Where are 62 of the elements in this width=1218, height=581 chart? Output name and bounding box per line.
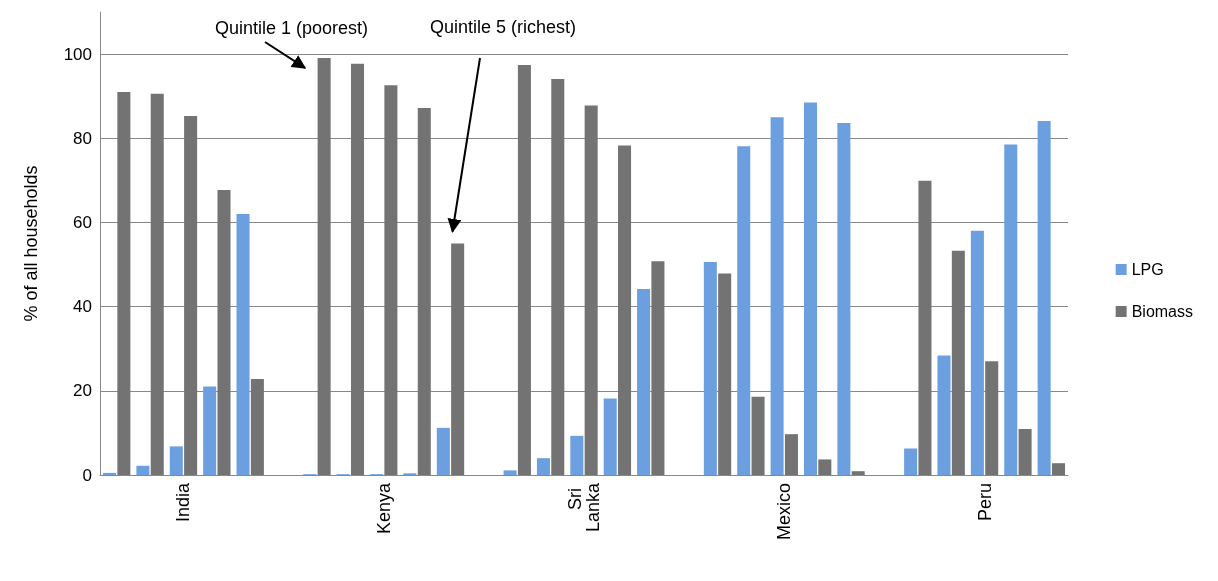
bar <box>150 93 164 475</box>
bar <box>651 261 665 475</box>
legend-label: Biomass <box>1131 303 1194 320</box>
bar <box>417 107 431 475</box>
bar <box>436 427 450 475</box>
bar <box>803 102 817 475</box>
bar <box>603 398 617 475</box>
y-tick-label: 20 <box>73 381 92 401</box>
bar <box>503 470 517 475</box>
x-tick-label: Mexico <box>774 483 795 541</box>
bar <box>1051 463 1065 475</box>
bar <box>751 396 765 475</box>
bar <box>618 145 632 475</box>
bar <box>818 459 832 475</box>
bar <box>317 57 331 475</box>
bar <box>117 91 131 475</box>
bar <box>384 85 398 475</box>
x-tick-label: India <box>173 482 194 523</box>
y-tick-label: 80 <box>73 128 92 148</box>
bar <box>536 458 550 475</box>
bar <box>718 273 732 475</box>
bar <box>103 472 117 475</box>
bar <box>584 105 598 475</box>
bar <box>770 117 784 475</box>
bar <box>784 434 798 475</box>
bar <box>937 355 951 475</box>
annotation: Quintile 1 (poorest) <box>215 18 369 38</box>
bar <box>236 214 250 475</box>
bar <box>851 471 865 475</box>
bar <box>184 115 198 475</box>
bar <box>637 288 651 475</box>
bar <box>985 361 999 475</box>
bar <box>551 78 565 475</box>
bar <box>737 146 751 475</box>
x-tick-label: Kenya <box>373 482 394 535</box>
legend-label: LPG <box>1131 261 1164 278</box>
bar <box>951 250 965 475</box>
bar <box>203 386 217 475</box>
bar <box>351 63 365 475</box>
bar <box>169 446 183 475</box>
bar <box>970 230 984 475</box>
bar <box>217 190 231 475</box>
bar <box>570 435 584 475</box>
annotation: Quintile 5 (richest) <box>430 17 577 37</box>
bar <box>703 262 717 475</box>
bar <box>904 448 918 475</box>
y-axis-title: % of all households <box>21 165 41 322</box>
bar <box>918 180 932 475</box>
bar <box>136 465 150 475</box>
bar <box>837 123 851 475</box>
bar <box>451 243 465 475</box>
bar <box>250 379 264 475</box>
x-tick-label: Sri Lanka <box>565 482 603 533</box>
y-tick-label: 40 <box>73 297 92 317</box>
y-tick-label: 100 <box>63 44 92 64</box>
bar <box>517 65 531 475</box>
bar <box>1037 121 1051 475</box>
y-tick-label: 0 <box>82 465 92 485</box>
bar <box>1018 429 1032 475</box>
bar <box>1004 144 1018 475</box>
x-tick-label: Peru <box>974 483 995 522</box>
y-tick-label: 60 <box>73 212 92 232</box>
